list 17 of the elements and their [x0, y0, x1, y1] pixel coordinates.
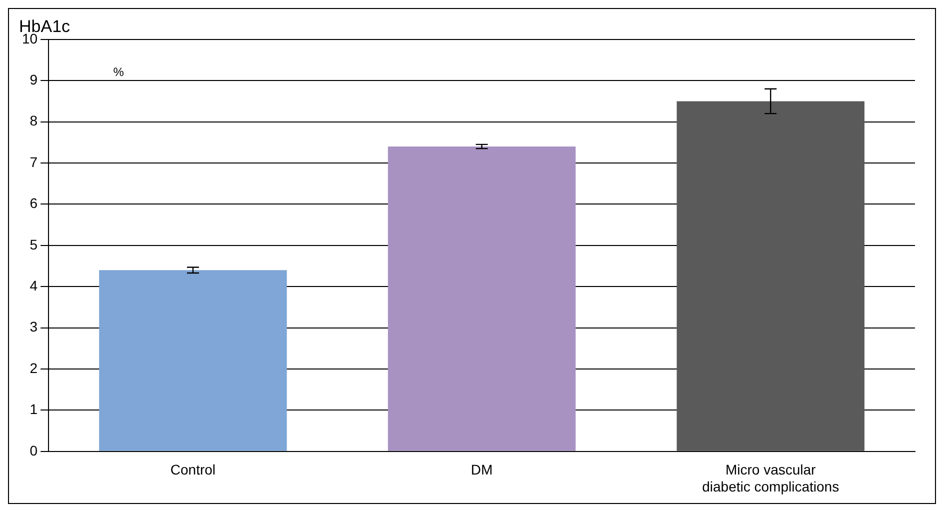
annotation: %	[113, 64, 124, 79]
y-tick-label: 2	[30, 360, 38, 376]
y-tick-label: 0	[30, 442, 38, 458]
bar	[388, 146, 576, 451]
y-tick-label: 5	[30, 236, 38, 252]
y-tick-label: 1	[30, 401, 38, 418]
y-tick-label: 3	[30, 318, 38, 335]
y-tick-label: 6	[30, 195, 38, 212]
y-tick-label: 8	[30, 112, 38, 129]
y-tick-label: 9	[30, 71, 38, 88]
y-tick-label: 7	[30, 154, 38, 170]
bar	[676, 101, 864, 451]
x-tick-label: Control	[170, 462, 216, 478]
x-tick-label: DM	[470, 462, 493, 478]
x-tick-label: Micro vascular diabetic complications	[702, 462, 840, 494]
y-tick-label: 4	[30, 277, 38, 294]
bar	[99, 270, 287, 451]
